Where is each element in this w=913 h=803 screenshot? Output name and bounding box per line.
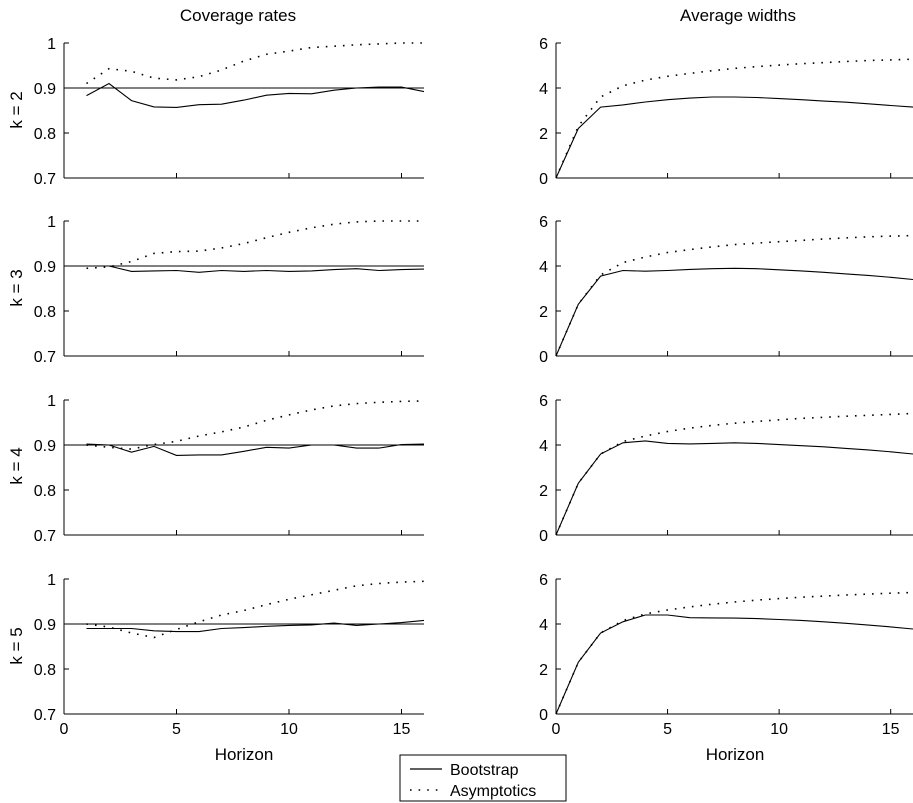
y-tick-label: 1 [47,572,56,589]
panel-width-k3: 0 2 4 6 [539,214,913,366]
series-asymptotics-line [555,58,913,179]
series-bootstrap-line [86,82,425,108]
panel-coverage-k5: 0.70.80.910 5 10 15 [34,572,425,738]
y-tick-label: 6 [539,572,548,589]
y-tick-label: 6 [539,214,548,231]
x-tick-label: 0 [60,721,69,738]
row-label-k5: k = 5 [7,627,26,664]
series-bootstrap-line [86,265,425,273]
column-title-coverage: Coverage rates [180,6,296,25]
series-asymptotics-line [555,412,913,536]
x-tick-label: 5 [663,721,672,738]
y-tick-label: 0.7 [34,707,56,724]
panel-width-k5: 0 2 4 6 0 5 10 15 [539,572,913,738]
y-tick-label: 2 [539,126,548,143]
y-tick-label: 6 [539,36,548,53]
panel-coverage-k3: 0.7 0.8 0.9 1 [34,214,425,366]
y-tick-label: 1 [47,393,56,410]
panel-coverage-k2: 0.7 0.8 0.9 1 [34,36,425,188]
panels: 0.70.80.9102460.70.80.9102460.70.80.9102… [34,36,913,738]
y-tick-label: 0.7 [34,171,56,188]
series-asymptotics-line [555,591,913,715]
series-bootstrap-line [555,96,913,179]
y-tick-label: 0.7 [34,528,56,545]
column-title-widths: Average widths [680,6,796,25]
series-bootstrap-line [555,267,913,357]
x-tick-label: 15 [882,721,900,738]
legend-label-bootstrap: Bootstrap [450,762,519,779]
y-tick-label: 1 [47,36,56,53]
row-label-k3: k = 3 [7,269,26,306]
y-tick-label: 0 [539,349,548,366]
series-bootstrap-line [555,440,913,536]
x-tick-label: 0 [552,721,561,738]
row-label-k2: k = 2 [7,91,26,128]
y-tick-label: 2 [539,662,548,679]
y-tick-label: 0.8 [34,304,56,321]
y-tick-label: 0.9 [34,81,56,98]
panel-width-k2: 0 2 4 6 [539,36,913,188]
series-bootstrap-line [86,619,425,633]
panel-width-k4: 0 2 4 6 [539,393,913,545]
series-bootstrap-line [86,443,425,456]
y-tick-label: 4 [539,81,548,98]
y-tick-label: 6 [539,393,548,410]
y-tick-label: 1 [47,214,56,231]
y-tick-label: 2 [539,483,548,500]
x-tick-label: 5 [172,721,181,738]
x-tick-label: 15 [393,721,411,738]
series-asymptotics-line [86,400,425,450]
x-axis-title-widths: Horizon [706,745,765,764]
y-tick-label: 2 [539,304,548,321]
series-asymptotics-line [86,220,424,270]
legend-label-asymptotics: Asymptotics [450,783,536,800]
y-tick-label: 0 [539,528,548,545]
y-tick-label: 4 [539,617,548,634]
y-tick-label: 0.9 [34,259,56,276]
series-bootstrap-line [555,614,913,715]
y-tick-label: 0.8 [34,483,56,500]
series-asymptotics-line [86,42,424,85]
y-tick-label: 4 [539,438,548,455]
y-tick-label: 0 [539,707,548,724]
y-tick-label: 4 [539,259,548,276]
y-tick-label: 0.7 [34,349,56,366]
y-tick-label: 0.8 [34,662,56,679]
row-label-k4: k = 4 [7,447,26,484]
legend-box [399,754,567,802]
y-tick-label: 0.9 [34,617,56,634]
y-tick-label: 0.9 [34,438,56,455]
legend: Bootstrap Asymptotics [399,754,567,802]
x-tick-label: 10 [280,721,298,738]
x-axis-title-coverage: Horizon [215,745,274,764]
series-asymptotics-line [555,234,913,357]
y-tick-label: 0.8 [34,126,56,143]
y-tick-label: 0 [539,171,548,188]
x-tick-label: 10 [770,721,788,738]
panel-coverage-k4: 0.7 0.8 0.9 1 [34,393,425,545]
